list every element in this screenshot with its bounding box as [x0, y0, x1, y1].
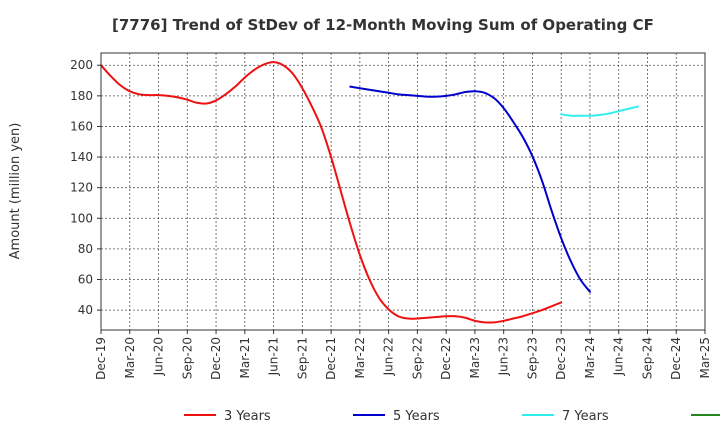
y-tick-label: 140: [70, 150, 93, 164]
x-tick-label: Mar-22: [353, 337, 367, 378]
series-layer: [100, 61, 639, 324]
x-tick-label: Jun-22: [382, 337, 396, 376]
series-line-7-years: [560, 105, 639, 117]
chart-title: [7776] Trend of StDev of 12-Month Moving…: [112, 16, 654, 34]
x-tick-label: Dec-24: [669, 337, 683, 380]
y-tick-label: 40: [78, 303, 93, 317]
legend-label-7-years: 7 Years: [562, 409, 609, 424]
x-tick-label: Dec-21: [324, 337, 338, 380]
x-tick-label: Sep-23: [525, 337, 539, 379]
x-tick-label: Dec-20: [209, 337, 223, 380]
y-tick-label: 60: [78, 272, 93, 286]
y-tick-labels: 40 60 80 100 120 140 160 180 200: [70, 58, 101, 317]
x-tick-label: Sep-21: [295, 337, 309, 379]
x-tick-labels: Dec-19 Mar-20 Jun-20 Sep-20 Dec-20 Mar-21 Jun-…: [94, 330, 712, 380]
legend-label-3-years: 3 Years: [224, 409, 271, 424]
x-tick-label: Dec-23: [554, 337, 568, 380]
series-line-5-years: [349, 85, 591, 293]
x-tick-label: Mar-20: [123, 337, 137, 378]
x-tick-label: Jun-23: [497, 337, 511, 376]
y-tick-label: 100: [70, 211, 93, 225]
x-tick-label: Sep-22: [410, 337, 424, 379]
x-tick-label: Sep-20: [180, 337, 194, 379]
y-tick-label: 160: [70, 119, 93, 133]
x-tick-label: Mar-25: [698, 337, 712, 378]
y-axis-label: Amount (million yen): [8, 123, 23, 260]
x-tick-label: Jun-21: [267, 337, 281, 376]
y-tick-label: 180: [70, 89, 93, 103]
x-tick-label: Dec-22: [439, 337, 453, 380]
x-tick-label: Jun-24: [612, 337, 626, 376]
y-tick-label: 120: [70, 181, 93, 195]
legend-label-5-years: 5 Years: [393, 409, 440, 424]
x-tick-label: Mar-21: [238, 337, 252, 378]
x-tick-label: Mar-24: [583, 337, 597, 378]
x-tick-label: Dec-19: [94, 337, 108, 380]
y-tick-label: 80: [78, 242, 93, 256]
plot-area: [100, 52, 706, 331]
grid: [101, 53, 705, 330]
x-tick-label: Jun-20: [152, 337, 166, 376]
series-line-3-years: [100, 61, 563, 324]
x-tick-label: Mar-23: [468, 337, 482, 378]
y-tick-label: 200: [70, 58, 93, 72]
x-tick-label: Sep-24: [640, 337, 654, 379]
